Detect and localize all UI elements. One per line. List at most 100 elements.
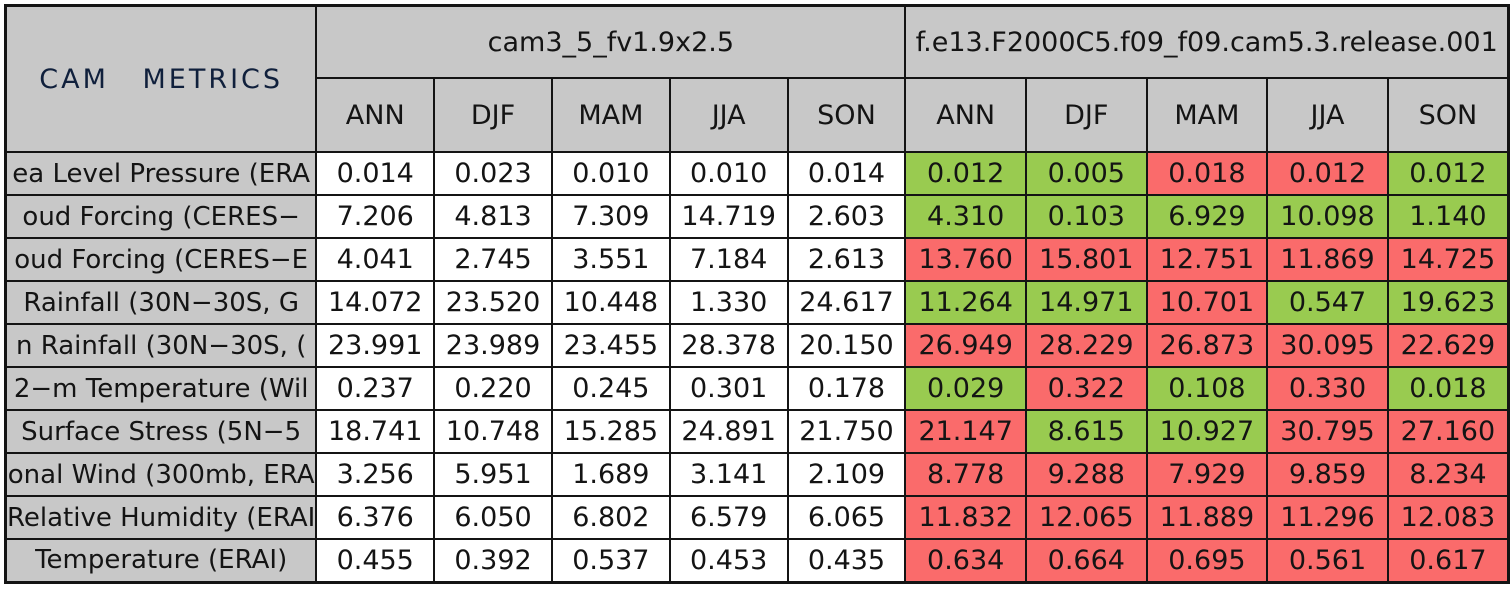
metric-value-model1: 2.745 — [433, 237, 553, 282]
metric-value-model2: 0.018 — [1145, 151, 1269, 196]
season-header: ANN — [315, 77, 436, 153]
metric-value-model1: 14.719 — [668, 194, 789, 239]
metric-value-model2: 8.778 — [904, 452, 1027, 497]
cam-metrics-table: CAM METRICS cam3_5_fv1.9x2.5 f.e13.F2000… — [4, 4, 1510, 584]
season-header: DJF — [433, 77, 553, 153]
metric-value-model2: 0.012 — [904, 151, 1027, 196]
season-header: ANN — [904, 77, 1027, 153]
metric-value-model1: 3.256 — [315, 452, 436, 497]
metric-value-model1: 6.579 — [668, 495, 789, 540]
metric-value-model1: 7.206 — [315, 194, 436, 239]
metric-value-model2: 0.005 — [1024, 151, 1148, 196]
metric-value-model1: 21.750 — [786, 409, 907, 454]
season-header: JJA — [1266, 77, 1389, 153]
metric-value-model1: 0.455 — [315, 538, 436, 583]
metric-value-model1: 3.141 — [668, 452, 789, 497]
metric-value-model2: 14.971 — [1024, 280, 1148, 325]
metric-value-model2: 11.832 — [904, 495, 1027, 540]
metric-value-model1: 6.802 — [550, 495, 671, 540]
metric-value-model1: 0.237 — [315, 366, 436, 411]
metric-value-model1: 0.245 — [550, 366, 671, 411]
metric-value-model1: 1.330 — [668, 280, 789, 325]
metric-value-model2: 12.065 — [1024, 495, 1148, 540]
metric-value-model2: 30.795 — [1266, 409, 1389, 454]
metric-value-model1: 0.220 — [433, 366, 553, 411]
model-header-2: f.e13.F2000C5.f09_f09.cam5.3.release.001 — [904, 4, 1510, 79]
metric-value-model2: 11.869 — [1266, 237, 1389, 282]
metric-value-model1: 0.301 — [668, 366, 789, 411]
metric-value-model2: 8.615 — [1024, 409, 1148, 454]
metric-value-model1: 14.072 — [315, 280, 436, 325]
metric-value-model2: 0.695 — [1145, 538, 1269, 583]
metric-value-model2: 10.927 — [1145, 409, 1269, 454]
metric-value-model1: 4.813 — [433, 194, 553, 239]
metric-label: ea Level Pressure (ERA — [4, 151, 318, 196]
metric-value-model2: 15.801 — [1024, 237, 1148, 282]
metric-value-model2: 4.310 — [904, 194, 1027, 239]
metric-value-model1: 1.689 — [550, 452, 671, 497]
metric-value-model2: 0.322 — [1024, 366, 1148, 411]
metric-label: Relative Humidity (ERAI — [4, 495, 318, 540]
metric-value-model1: 2.613 — [786, 237, 907, 282]
metric-value-model1: 0.010 — [550, 151, 671, 196]
metric-value-model2: 0.029 — [904, 366, 1027, 411]
metric-value-model1: 24.891 — [668, 409, 789, 454]
table-row: Surface Stress (5N−5 18.741 10.748 15.28… — [4, 409, 1510, 454]
metric-value-model1: 0.014 — [315, 151, 436, 196]
season-header-row: ANN DJF MAM JJA SON ANN DJF MAM JJA SON — [6, 77, 1510, 153]
metric-value-model1: 0.178 — [786, 366, 907, 411]
metric-value-model2: 10.098 — [1266, 194, 1389, 239]
model-header-1: cam3_5_fv1.9x2.5 — [315, 4, 907, 79]
metric-value-model2: 0.617 — [1386, 538, 1510, 583]
model-header-row: CAM METRICS cam3_5_fv1.9x2.5 f.e13.F2000… — [4, 4, 1510, 153]
table-row: Rainfall (30N−30S, G 14.072 23.520 10.44… — [4, 280, 1510, 325]
metric-value-model2: 0.330 — [1266, 366, 1389, 411]
metric-value-model2: 1.140 — [1386, 194, 1510, 239]
metric-value-model2: 9.288 — [1024, 452, 1148, 497]
metric-value-model2: 9.859 — [1266, 452, 1389, 497]
metric-label: onal Wind (300mb, ERA — [4, 452, 318, 497]
metric-value-model2: 0.108 — [1145, 366, 1269, 411]
table-title: CAM METRICS — [4, 4, 318, 153]
metric-value-model1: 20.150 — [786, 323, 907, 368]
metric-value-model2: 19.623 — [1386, 280, 1510, 325]
metric-value-model1: 15.285 — [550, 409, 671, 454]
season-header: DJF — [1024, 77, 1148, 153]
metric-value-model2: 28.229 — [1024, 323, 1148, 368]
table-row: ea Level Pressure (ERA 0.014 0.023 0.010… — [4, 151, 1510, 196]
metric-value-model1: 23.989 — [433, 323, 553, 368]
metric-value-model1: 2.603 — [786, 194, 907, 239]
metric-label: Surface Stress (5N−5 — [4, 409, 318, 454]
metric-label: 2−m Temperature (Wil — [4, 366, 318, 411]
metric-value-model2: 26.949 — [904, 323, 1027, 368]
metric-value-model1: 10.748 — [433, 409, 553, 454]
metric-value-model1: 0.392 — [433, 538, 553, 583]
table-row: 2−m Temperature (Wil 0.237 0.220 0.245 0… — [4, 366, 1510, 411]
metric-value-model2: 0.561 — [1266, 538, 1389, 583]
metric-value-model2: 0.018 — [1386, 366, 1510, 411]
metric-value-model1: 7.184 — [668, 237, 789, 282]
table-row: n Rainfall (30N−30S, ( 23.991 23.989 23.… — [4, 323, 1510, 368]
table-row: oud Forcing (CERES− 7.206 4.813 7.309 14… — [4, 194, 1510, 239]
metric-value-model2: 22.629 — [1386, 323, 1510, 368]
metric-value-model1: 6.050 — [433, 495, 553, 540]
table-row: oud Forcing (CERES−E 4.041 2.745 3.551 7… — [4, 237, 1510, 282]
metric-value-model2: 0.664 — [1024, 538, 1148, 583]
metric-value-model1: 0.023 — [433, 151, 553, 196]
metric-value-model1: 10.448 — [550, 280, 671, 325]
season-header: SON — [1386, 77, 1510, 153]
table-row: Relative Humidity (ERAI 6.376 6.050 6.80… — [4, 495, 1510, 540]
metric-label: Temperature (ERAI) — [4, 538, 318, 583]
table-row: onal Wind (300mb, ERA 3.256 5.951 1.689 … — [4, 452, 1510, 497]
metric-value-model1: 28.378 — [668, 323, 789, 368]
metric-value-model1: 2.109 — [786, 452, 907, 497]
season-header: SON — [786, 77, 907, 153]
metric-value-model1: 5.951 — [433, 452, 553, 497]
metric-value-model2: 14.725 — [1386, 237, 1510, 282]
metric-value-model1: 0.453 — [668, 538, 789, 583]
metric-value-model2: 12.751 — [1145, 237, 1269, 282]
metric-value-model1: 0.435 — [786, 538, 907, 583]
metric-value-model1: 7.309 — [550, 194, 671, 239]
metric-value-model1: 0.537 — [550, 538, 671, 583]
